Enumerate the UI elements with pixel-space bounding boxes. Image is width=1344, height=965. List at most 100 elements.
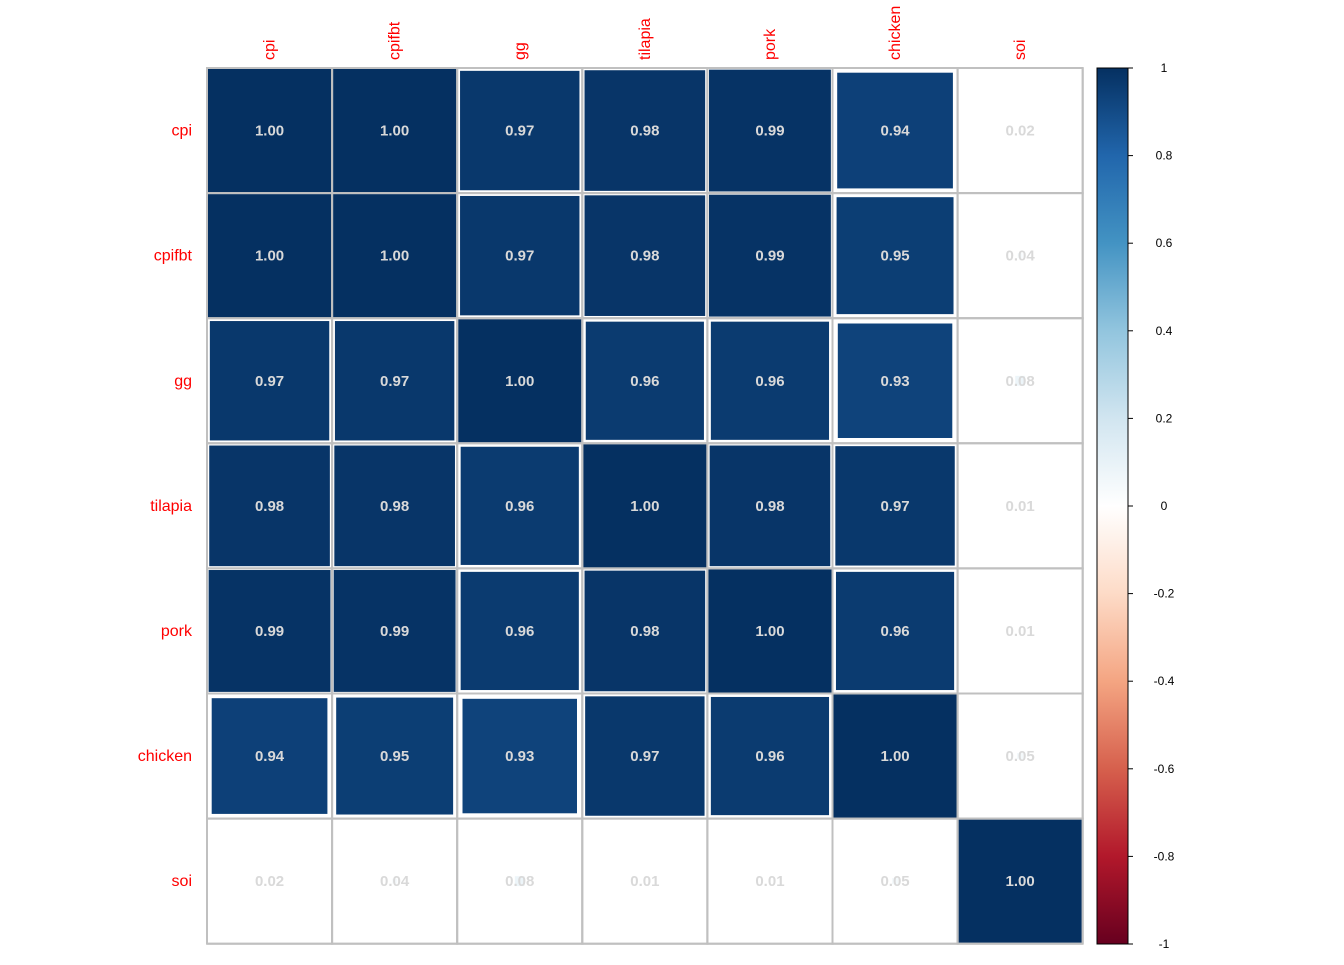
correlation-square-soi-cpi [268, 879, 271, 883]
correlation-square-gg-chicken [837, 323, 953, 438]
cell-value-cpi-cpifbt: 1.00 [380, 123, 409, 140]
correlation-square-cpi-pork [709, 69, 831, 192]
correlation-square-tilapia-pork [709, 445, 831, 567]
correlation-square-chicken-tilapia [585, 696, 705, 816]
matrix-values: 1.00 1.00 0.97 0.98 0.99 0.94 0.02 1.00 1.00 0.97… [255, 123, 1035, 891]
row-label-chicken: chicken [138, 748, 192, 765]
correlation-square-pork-gg [460, 571, 579, 691]
cell-value-cpifbt-gg: 0.97 [505, 248, 534, 265]
correlation-square-chicken-soi [1017, 752, 1024, 760]
correlation-square-tilapia-cpifbt [334, 445, 455, 567]
cell-value-soi-gg: 0.08 [505, 873, 534, 890]
cell-value-cpi-soi: 0.02 [1006, 123, 1035, 140]
correlation-square-tilapia-soi [1019, 505, 1021, 507]
column-label-soi: soi [1012, 40, 1029, 60]
colorbar-tick-label: 0.2 [1156, 411, 1173, 425]
correlation-square-tilapia-cpi [209, 445, 330, 567]
colorbar-tick-label: -0.8 [1154, 849, 1175, 863]
correlation-square-soi-cpifbt [392, 878, 398, 884]
correlation-square-gg-cpi [209, 321, 330, 441]
cell-value-soi-soi: 1.00 [1006, 873, 1035, 890]
correlation-square-pork-chicken [835, 571, 955, 691]
correlation-square-cpi-soi [1018, 129, 1022, 132]
colorbar-legend: 1 0.8 0.6 0.4 0.2 0 -0.2 -0.4 -0.6 -0.8 -1 [1096, 61, 1175, 951]
correlation-square-gg-soi [1015, 375, 1026, 386]
correlation-square-cpi-tilapia [584, 70, 706, 191]
colorbar-tick-label: 0.6 [1156, 236, 1173, 250]
correlation-square-chicken-pork [710, 696, 830, 816]
cell-value-tilapia-gg: 0.96 [505, 498, 534, 515]
cell-value-cpi-chicken: 0.94 [880, 123, 910, 140]
cell-value-tilapia-chicken: 0.97 [880, 498, 909, 515]
correlation-square-cpifbt-soi [1017, 253, 1023, 259]
row-label-tilapia: tilapia [150, 498, 192, 515]
cell-value-cpi-gg: 0.97 [505, 123, 534, 140]
column-label-tilapia: tilapia [637, 18, 654, 60]
cell-value-gg-cpifbt: 0.97 [380, 373, 409, 390]
colorbar-tick-label: -0.4 [1154, 674, 1175, 688]
correlation-square-gg-tilapia [585, 321, 704, 440]
cell-value-cpi-pork: 0.99 [755, 123, 784, 140]
correlation-square-cpi-cpifbt [333, 69, 457, 193]
cell-value-chicken-soi: 0.05 [1006, 748, 1035, 765]
correlation-square-cpifbt-cpi [208, 194, 332, 318]
correlation-square-pork-cpi [208, 570, 331, 692]
correlation-square-cpi-cpi [208, 69, 332, 193]
colorbar-tick-label: -0.6 [1154, 762, 1175, 776]
cell-value-chicken-cpi: 0.94 [255, 748, 285, 765]
cell-value-tilapia-pork: 0.98 [755, 498, 784, 515]
column-label-chicken: chicken [887, 6, 904, 60]
correlation-square-cpifbt-gg [460, 195, 580, 316]
cell-value-tilapia-soi: 0.01 [1006, 498, 1035, 515]
cell-value-soi-cpi: 0.02 [255, 873, 284, 890]
column-label-gg: gg [512, 42, 529, 60]
cell-value-cpi-tilapia: 0.98 [630, 123, 659, 140]
cell-value-chicken-pork: 0.96 [755, 748, 784, 765]
colorbar-tick-label: -1 [1159, 937, 1170, 951]
colorbar-tick-label: 0.4 [1156, 324, 1173, 338]
correlation-square-soi-gg [514, 876, 525, 887]
column-label-cpi: cpi [262, 40, 279, 60]
correlation-square-pork-soi [1019, 630, 1021, 632]
correlation-square-tilapia-tilapia [583, 444, 707, 568]
row-label-gg: gg [174, 373, 192, 390]
correlation-square-cpifbt-cpifbt [333, 194, 457, 318]
correlation-square-soi-pork [769, 880, 771, 882]
row-label-cpifbt: cpifbt [154, 248, 193, 265]
correlation-square-tilapia-gg [460, 446, 579, 565]
correlation-square-pork-tilapia [584, 570, 706, 692]
cell-value-gg-tilapia: 0.96 [630, 373, 659, 390]
cell-value-pork-pork: 1.00 [755, 623, 784, 640]
correlation-square-soi-chicken [891, 878, 899, 885]
colorbar-tick-label: 0.8 [1156, 149, 1173, 163]
cell-value-cpifbt-cpifbt: 1.00 [380, 248, 409, 265]
correlation-square-soi-tilapia [644, 880, 646, 882]
correlation-square-cpi-gg [460, 70, 580, 191]
cell-value-chicken-cpifbt: 0.95 [380, 748, 409, 765]
correlation-square-gg-gg [458, 319, 582, 443]
cell-value-cpifbt-chicken: 0.95 [880, 248, 909, 265]
cell-value-pork-tilapia: 0.98 [630, 623, 659, 640]
cell-value-tilapia-cpi: 0.98 [255, 498, 284, 515]
cell-value-gg-soi: 0.08 [1006, 373, 1035, 390]
correlation-square-tilapia-chicken [835, 446, 955, 566]
colorbar [1096, 67, 1129, 945]
cell-value-gg-cpi: 0.97 [255, 373, 284, 390]
correlation-square-cpifbt-pork [709, 194, 831, 317]
cell-value-soi-chicken: 0.05 [880, 873, 909, 890]
cell-value-soi-cpifbt: 0.04 [380, 873, 410, 890]
cell-value-cpifbt-pork: 0.99 [755, 248, 784, 265]
matrix-cells [208, 69, 1082, 943]
colorbar-tick-label: -0.2 [1154, 587, 1175, 601]
correlation-square-cpi-chicken [837, 72, 953, 189]
cell-value-cpifbt-tilapia: 0.98 [630, 248, 659, 265]
cell-value-tilapia-tilapia: 1.00 [630, 498, 659, 515]
correlation-square-chicken-cpi [211, 698, 328, 814]
correlation-square-pork-cpifbt [333, 570, 456, 692]
colorbar-tick-label: 0 [1161, 499, 1168, 513]
correlation-square-pork-pork [708, 569, 832, 693]
column-label-cpifbt: cpifbt [387, 21, 404, 60]
cell-value-pork-gg: 0.96 [505, 623, 534, 640]
